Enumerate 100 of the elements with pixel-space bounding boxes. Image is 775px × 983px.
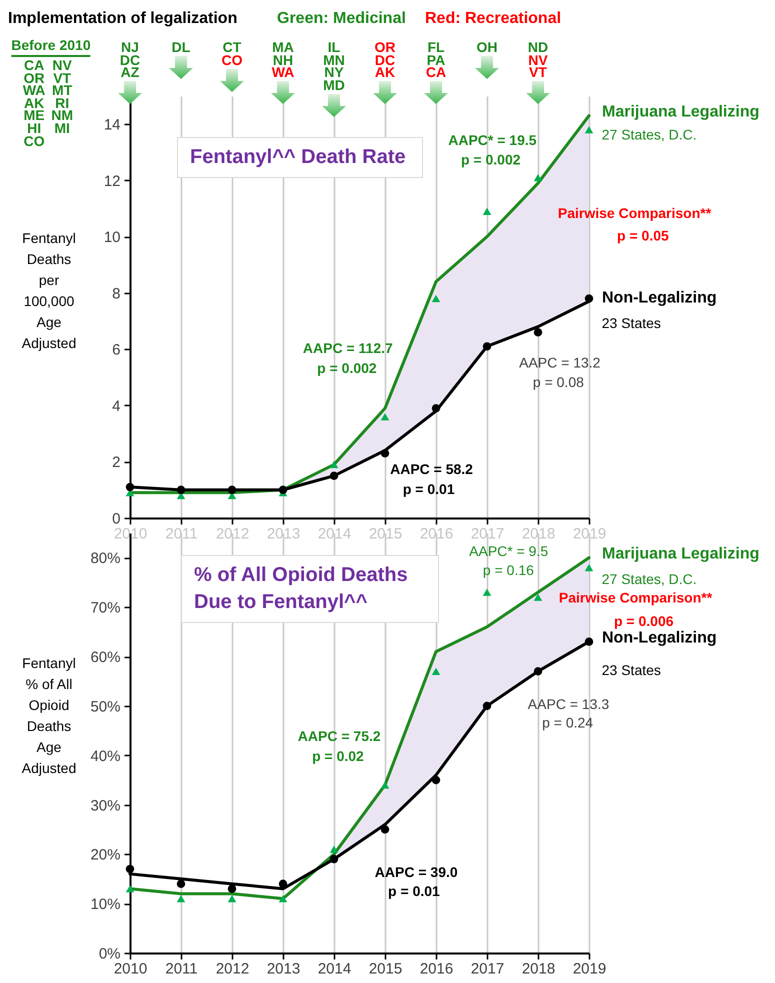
point xyxy=(330,460,338,468)
x-tick-label: 2017 xyxy=(470,526,504,542)
text: p = 0.006 xyxy=(614,612,674,629)
series-label: Marijuana Legalizing xyxy=(602,546,760,563)
series-label: Non-Legalizing xyxy=(602,630,717,647)
text: Before 2010 xyxy=(11,37,91,57)
series-label: Marijuana Legalizing xyxy=(602,104,760,121)
annotation: p = 0.02 xyxy=(312,748,364,764)
y-axis-title: Fentanyl % of All Opioid Deaths Age Adjusted xyxy=(22,655,76,776)
point xyxy=(330,472,338,480)
point xyxy=(278,895,288,902)
annotation: p = 0.002 xyxy=(460,152,521,168)
annotation: AAPC = 13.3 xyxy=(528,696,610,712)
point xyxy=(228,884,236,893)
series-label: Non-Legalizing xyxy=(602,289,717,306)
point xyxy=(176,895,186,902)
y-tick-label: 20% xyxy=(90,846,120,864)
point xyxy=(278,486,288,494)
annotation: AAPC = 112.7 xyxy=(302,340,393,356)
text: Implementation of legalization xyxy=(8,10,238,28)
text: p = 0.05 xyxy=(617,228,670,244)
y-tick-label: 2 xyxy=(112,454,120,472)
point xyxy=(330,846,338,853)
y-tick-label: 60% xyxy=(90,649,120,666)
x-tick-label: 2019 xyxy=(572,526,606,542)
x-tick-label: 2010 xyxy=(114,960,148,978)
text: Green: Medicinal xyxy=(277,10,406,28)
point xyxy=(432,294,440,302)
annotation: p = 0.01 xyxy=(402,480,455,497)
point xyxy=(126,885,134,892)
x-tick-label: 2017 xyxy=(470,960,504,978)
point xyxy=(228,486,236,494)
point xyxy=(584,638,594,646)
point xyxy=(126,482,134,492)
text: Fentanyl^^ Death Rate xyxy=(177,137,423,178)
annotation: p = 0.16 xyxy=(482,562,534,578)
y-tick-label: 0% xyxy=(98,946,120,962)
point xyxy=(432,668,440,675)
y-tick-label: 30% xyxy=(90,797,120,814)
annotation: p = 0.24 xyxy=(542,714,594,731)
x-tick-label: 2010 xyxy=(114,526,148,542)
x-tick-label: 2012 xyxy=(216,960,250,978)
point xyxy=(482,588,492,596)
text: 23 States xyxy=(602,662,661,678)
point xyxy=(176,880,186,888)
y-tick-label: 8 xyxy=(112,285,120,302)
text: 27 States, D.C. xyxy=(602,570,697,587)
point xyxy=(584,564,594,572)
x-tick-label: 2012 xyxy=(216,526,250,542)
point xyxy=(176,486,186,494)
point xyxy=(380,781,390,789)
text: % of All Opioid Deaths Due to Fentanyl^^ xyxy=(181,555,439,623)
annotation: p = 0.08 xyxy=(532,374,584,390)
x-tick-label: 2016 xyxy=(420,960,454,978)
point xyxy=(330,854,338,864)
annotation: AAPC = 75.2 xyxy=(298,728,381,744)
x-tick-label: 2018 xyxy=(522,960,556,978)
y-tick-label: 10 xyxy=(104,229,120,246)
point xyxy=(432,404,440,412)
point xyxy=(380,413,390,420)
annotation: Pairwise Comparison** xyxy=(558,590,713,606)
x-tick-label: 2013 xyxy=(266,960,300,978)
annotation: Pairwise Comparison** xyxy=(558,205,712,222)
text: Red: Recreational xyxy=(425,10,562,28)
y-tick-label: 40% xyxy=(90,748,120,765)
annotation: p = 0.01 xyxy=(388,883,440,900)
point xyxy=(432,776,440,784)
x-tick-label: 2016 xyxy=(420,526,454,542)
y-axis-title: Fentanyl Deaths per 100,000 Age Adjusted xyxy=(20,229,78,353)
point xyxy=(482,208,492,215)
text: DL xyxy=(172,39,190,55)
y-tick-label: 12 xyxy=(104,172,120,190)
y-tick-label: 6 xyxy=(112,342,120,359)
x-tick-label: 2013 xyxy=(266,526,300,542)
point xyxy=(534,594,542,601)
point xyxy=(534,328,542,336)
annotation: p = 0.002 xyxy=(317,360,377,376)
x-tick-label: 2015 xyxy=(368,960,402,978)
y-tick-label: 14 xyxy=(104,116,120,134)
x-tick-label: 2015 xyxy=(368,526,402,542)
x-tick-label: 2011 xyxy=(165,526,198,542)
point xyxy=(380,825,390,834)
y-tick-label: 10% xyxy=(90,896,120,914)
text: 27 States, D.C. xyxy=(602,126,697,142)
point xyxy=(228,895,236,902)
point xyxy=(482,702,492,710)
point xyxy=(534,174,542,182)
y-tick-label: 4 xyxy=(112,398,120,415)
annotation: AAPC = 58.2 xyxy=(390,461,474,478)
annotation: AAPC = 39.0 xyxy=(374,864,458,880)
annotation: AAPC = 13.2 xyxy=(519,354,601,370)
text: OH xyxy=(476,39,498,55)
point xyxy=(584,126,594,134)
annotation: AAPC* = 9.5 xyxy=(469,542,548,559)
y-tick-label: 70% xyxy=(90,600,120,617)
point xyxy=(380,449,390,458)
point xyxy=(126,864,134,874)
point xyxy=(278,880,288,888)
annotation: AAPC* = 19.5 xyxy=(448,132,537,148)
y-tick-label: 0 xyxy=(112,510,120,528)
